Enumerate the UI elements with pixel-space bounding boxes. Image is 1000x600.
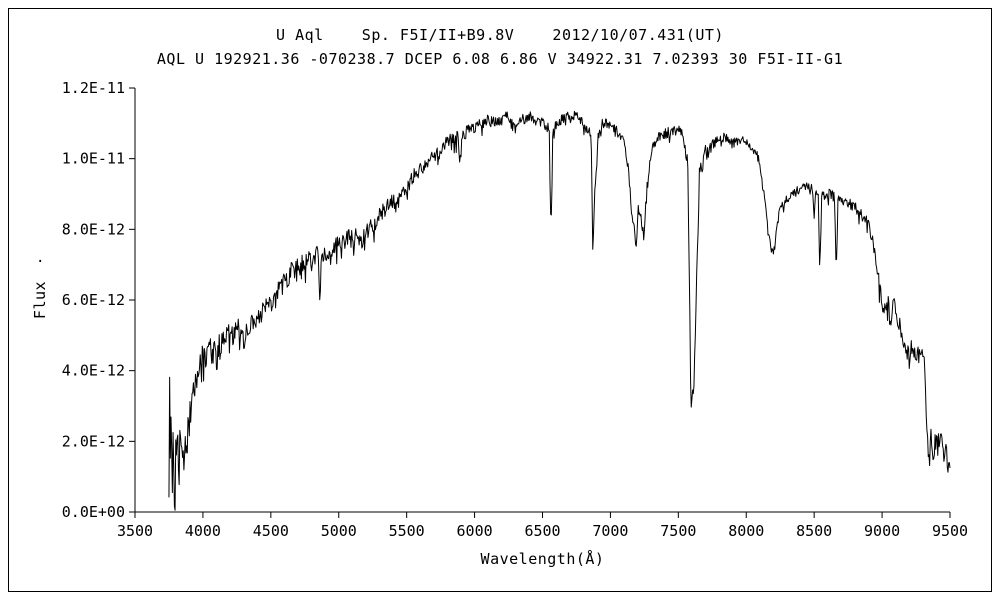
spectrum-line [168,110,951,511]
x-tick-label: 9000 [864,522,900,540]
x-tick-label: 6500 [524,522,560,540]
y-tick-label: 2.0E-12 [62,432,125,450]
y-tick-label: 0.0E+00 [62,503,125,521]
x-tick-label: 8000 [728,522,764,540]
chart-title: U Aql Sp. F5I/II+B9.8V 2012/10/07.431(UT… [276,26,724,44]
x-tick-label: 4500 [253,522,289,540]
y-tick-label: 4.0E-12 [62,362,125,380]
chart-subtitle: AQL U 192921.36 -070238.7 DCEP 6.08 6.86… [156,50,844,68]
y-axis-label-dot: . [36,250,45,266]
x-tick-label: 7000 [592,522,628,540]
x-tick-label: 8500 [796,522,832,540]
x-tick-label: 5500 [389,522,425,540]
x-tick-label: 6000 [457,522,493,540]
axis-lines [134,88,950,513]
x-tick-label: 5000 [321,522,357,540]
y-tick-label: 1.0E-11 [62,150,125,168]
y-tick-label: 6.0E-12 [62,291,125,309]
x-tick-label: 3500 [117,522,153,540]
x-tick-label: 9500 [932,522,968,540]
x-axis-label: Wavelength(Å) [480,550,605,568]
x-tick-label: 7500 [660,522,696,540]
y-tick-label: 8.0E-12 [62,220,125,238]
x-tick-label: 4000 [185,522,221,540]
y-tick-label: 1.2E-11 [62,79,125,97]
